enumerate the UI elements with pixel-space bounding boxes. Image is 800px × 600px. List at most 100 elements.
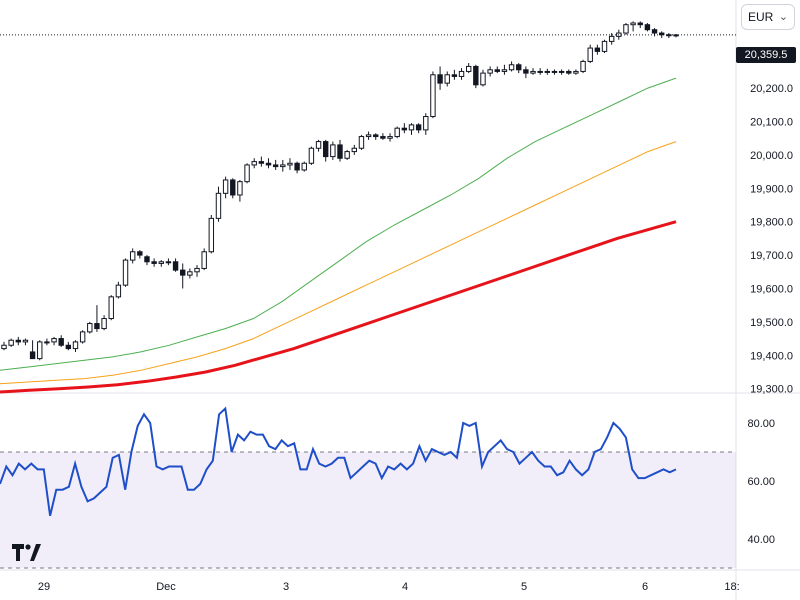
candle: [94, 305, 100, 332]
moving-average-line: [0, 141, 677, 385]
candle: [230, 178, 236, 199]
candle: [580, 59, 586, 74]
price-tick-label: 20,000.0: [750, 150, 793, 162]
candle: [458, 68, 465, 80]
candle: [323, 139, 329, 162]
candle: [430, 71, 436, 119]
candle: [594, 44, 601, 55]
candle: [465, 63, 472, 74]
rsi-tick-label: 60.00: [747, 476, 775, 488]
price-tick-label: 19,300.0: [750, 384, 793, 396]
candle: [637, 21, 643, 29]
candle: [237, 179, 243, 202]
candle: [101, 315, 107, 331]
candle: [380, 133, 386, 140]
candle: [172, 258, 179, 272]
candle: [22, 338, 29, 346]
rsi-axis[interactable]: 80.00 60.00 40.00: [747, 418, 775, 546]
candle: [551, 69, 558, 75]
candle: [272, 159, 279, 170]
currency-value: EUR: [748, 10, 774, 24]
candle: [508, 61, 515, 72]
tradingview-logo[interactable]: [10, 540, 44, 564]
moving-average-line: [0, 220, 677, 394]
time-tick-label: 4: [402, 581, 408, 593]
candle: [644, 23, 651, 32]
time-tick-label: 18:: [724, 581, 739, 593]
candle: [330, 141, 336, 160]
price-tick-label: 20,200.0: [750, 83, 793, 95]
candle: [1, 341, 7, 351]
candle: [187, 268, 193, 279]
candle: [72, 340, 79, 352]
candle: [337, 139, 343, 162]
currency-selector[interactable]: EUR ⌄: [741, 4, 795, 30]
time-tick-label: 6: [642, 581, 648, 593]
candle: [344, 149, 350, 160]
price-tick-label: 19,700.0: [750, 250, 793, 262]
candle: [480, 69, 486, 87]
rsi-tick-label: 80.00: [747, 418, 775, 430]
candle: [444, 71, 450, 87]
candle: [15, 336, 21, 346]
candle: [301, 161, 307, 172]
candle: [287, 158, 293, 170]
candle: [487, 66, 493, 77]
candle: [365, 131, 372, 140]
candle: [208, 215, 215, 254]
price-tick-label: 19,400.0: [750, 350, 793, 362]
candle: [666, 33, 672, 39]
candle: [473, 64, 479, 89]
candle: [608, 33, 615, 45]
chevron-down-icon: ⌄: [778, 11, 788, 23]
candle: [315, 139, 322, 152]
candle: [180, 263, 186, 289]
time-tick-label: 29: [38, 581, 50, 593]
candle: [65, 341, 72, 351]
candle: [51, 336, 57, 346]
candle: [351, 144, 357, 155]
candle: [129, 248, 136, 264]
candle: [494, 66, 500, 74]
candle: [516, 63, 522, 74]
candle: [601, 39, 608, 54]
candle: [408, 123, 415, 135]
candle: [623, 23, 629, 35]
rsi-tick-label: 40.00: [747, 534, 775, 546]
candle: [401, 123, 408, 134]
candle: [79, 330, 86, 344]
candle: [587, 44, 593, 64]
rsi-pane: [0, 406, 736, 569]
candle: [373, 133, 379, 140]
candle: [108, 295, 114, 321]
candle: [280, 159, 286, 172]
candle: [251, 158, 257, 169]
candle: [358, 134, 365, 150]
candle: [58, 335, 64, 347]
candle: [165, 258, 172, 266]
candle: [29, 340, 36, 360]
price-tick-label: 20,100.0: [750, 117, 793, 129]
candle: [115, 281, 122, 299]
candle: [387, 133, 393, 142]
candle: [44, 338, 50, 346]
candle: [566, 69, 572, 75]
candle: [530, 68, 536, 75]
candle: [194, 265, 200, 277]
candle: [423, 113, 429, 135]
time-tick-label: 3: [283, 581, 289, 593]
price-tick-label: 19,800.0: [750, 217, 793, 229]
time-axis[interactable]: 29 Dec 3 4 5 6 18:: [38, 581, 740, 593]
candle: [137, 250, 143, 259]
candle: [501, 64, 508, 75]
candle: [415, 123, 422, 134]
candle: [8, 338, 14, 347]
candle: [222, 176, 229, 199]
moving-average-line: [0, 77, 677, 371]
price-axis[interactable]: 20,400.020,300.020,200.020,100.020,000.0…: [750, 16, 793, 395]
candle: [151, 258, 157, 267]
candle: [244, 163, 250, 184]
candle: [294, 161, 300, 174]
